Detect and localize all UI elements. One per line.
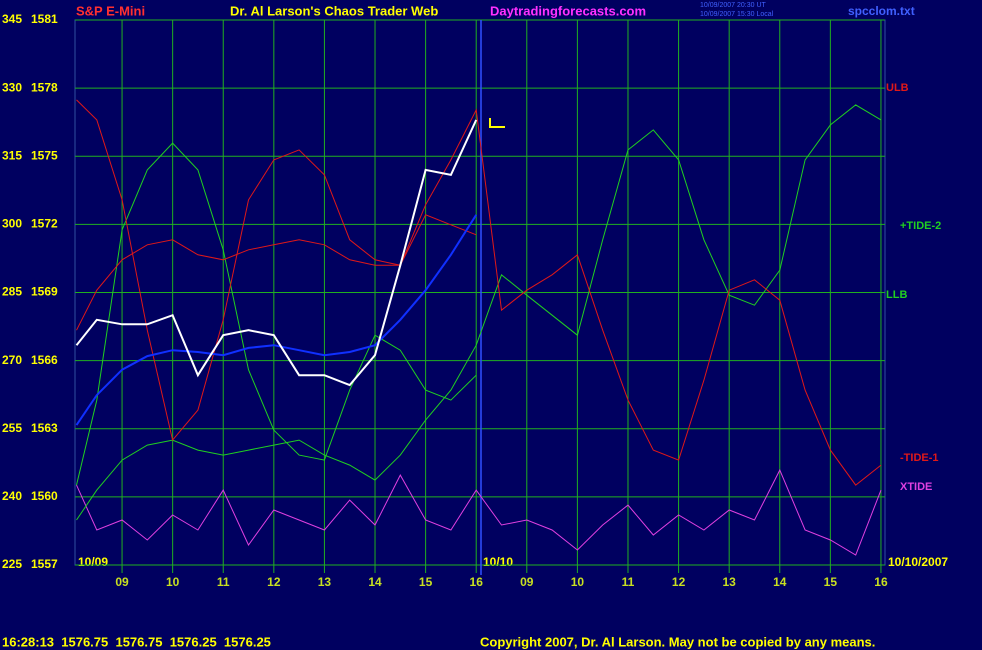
- labels: 225 240 255 270 285 300 315 330 345 1557 1560 1563 1…: [2, 12, 941, 589]
- y2-tick-label: 1563: [31, 421, 58, 435]
- legend-label: -TIDE-1: [900, 452, 939, 464]
- series-line: [76, 108, 882, 486]
- series-line: [76, 99, 477, 442]
- x-tick-label: 16: [874, 575, 888, 589]
- series-line: [76, 104, 882, 521]
- copyright: Copyright 2007, Dr. Al Larson. May not b…: [480, 634, 875, 649]
- y2-tick-label: 1578: [31, 80, 58, 94]
- y2-tick-label: 1566: [31, 353, 58, 367]
- legend-label: XTIDE: [900, 481, 932, 493]
- x-tick-label: 15: [419, 575, 433, 589]
- legend-label: LLB: [886, 289, 907, 301]
- timestamp: 10/09/2007 15:30 Local: [700, 11, 774, 18]
- source: Daytradingforecasts.com: [490, 3, 646, 18]
- y2-tick-label: 1560: [31, 489, 58, 503]
- marker: [489, 118, 505, 128]
- x-tick-label: 14: [773, 575, 787, 589]
- x-tick-label: 09: [520, 575, 534, 589]
- x-tick-label: 10: [166, 575, 180, 589]
- price-line: [75, 214, 478, 426]
- y2-tick-label: 1569: [31, 285, 58, 299]
- x-tick-label: 11: [217, 575, 230, 589]
- y-tick-label: 345: [2, 12, 22, 26]
- x-tick-label: 16: [470, 575, 484, 589]
- y-tick-label: 300: [2, 217, 22, 231]
- legend-label: ULB: [886, 82, 909, 94]
- x-tick-label: 09: [115, 575, 129, 589]
- y-tick-label: 285: [2, 285, 22, 299]
- series-line: [76, 142, 477, 486]
- x-tick-label: 11: [622, 575, 635, 589]
- grid: [75, 19, 885, 573]
- timestamp: 10/09/2007 20:30 UT: [700, 2, 766, 9]
- x-tick-label: 10: [571, 575, 585, 589]
- x-tick-label: 13: [722, 575, 736, 589]
- x-tick-label: 13: [318, 575, 332, 589]
- file-name: spcclom.txt: [848, 4, 915, 18]
- y2-tick-label: 1575: [31, 148, 58, 162]
- status-line: 16:28:13 1576.75 1576.75 1576.25 1576.25: [2, 634, 271, 649]
- lines: [75, 99, 882, 556]
- y-tick-label: 270: [2, 353, 22, 367]
- x-tick-label: 15: [824, 575, 838, 589]
- y2-tick-label: 1572: [31, 217, 58, 231]
- legend-label: +TIDE-2: [900, 220, 941, 232]
- y-tick-label: 225: [2, 557, 22, 571]
- y-tick-label: 240: [2, 489, 22, 503]
- series-line: [76, 468, 882, 556]
- x-tick-label: 14: [368, 575, 382, 589]
- chart-title: S&P E-Mini: [76, 3, 145, 18]
- date-label: 10/10/2007: [888, 555, 948, 569]
- y2-tick-label: 1557: [31, 557, 58, 571]
- x-tick-label: 12: [672, 575, 686, 589]
- x-tick-label: 12: [267, 575, 281, 589]
- date-label: 10/10: [483, 555, 513, 569]
- date-label: 10/09: [78, 555, 108, 569]
- y2-tick-label: 1581: [31, 12, 58, 26]
- y-tick-label: 315: [2, 148, 22, 162]
- y-tick-label: 330: [2, 80, 22, 94]
- y-tick-label: 255: [2, 421, 22, 435]
- price-line: [75, 119, 478, 387]
- chart-subtitle: Dr. Al Larson's Chaos Trader Web: [230, 3, 438, 18]
